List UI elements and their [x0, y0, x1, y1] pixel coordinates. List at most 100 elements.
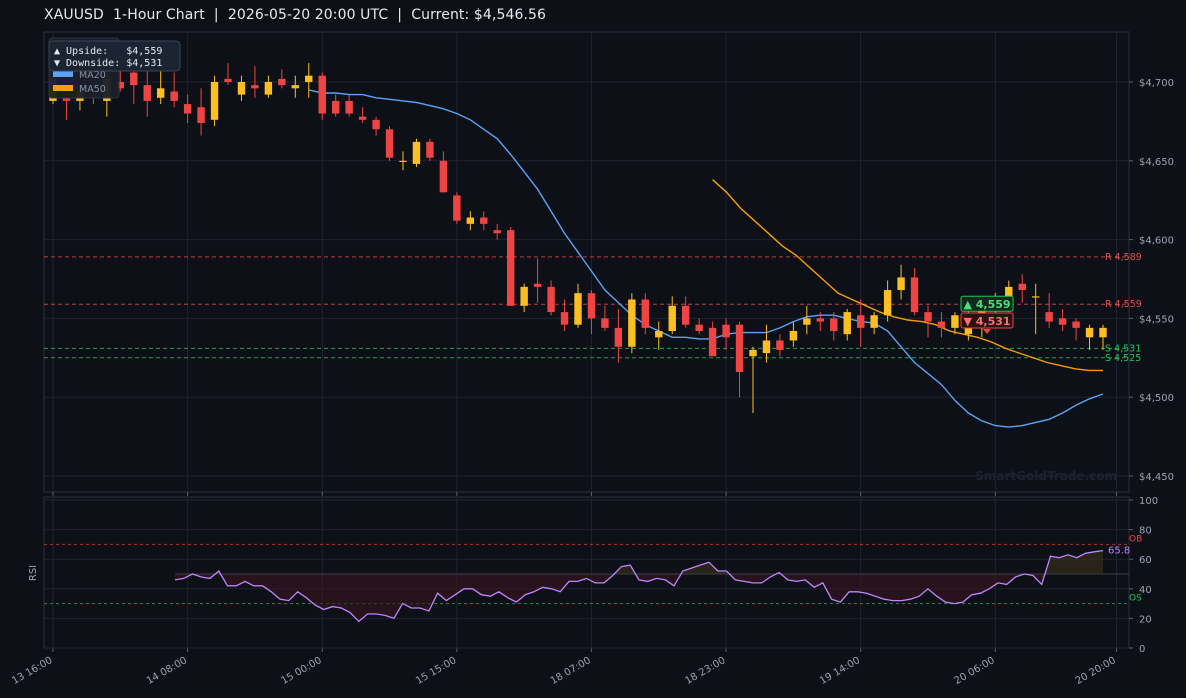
current-up-tag-text: ▲ 4,559: [963, 298, 1010, 311]
rsi-fill-below: [297, 574, 307, 598]
candle-down: [856, 315, 865, 328]
x-tick-label: 13 16:00: [10, 655, 54, 687]
candle-down: [439, 160, 448, 193]
candle-down: [1058, 318, 1067, 325]
candle-down: [910, 277, 919, 313]
candle-up: [1005, 286, 1013, 297]
rsi-fill-below: [236, 574, 246, 586]
candle-up: [870, 315, 878, 328]
rsi-fill-above: [691, 565, 701, 574]
price-y-tick-label: $4,450: [1139, 472, 1174, 483]
rsi-fill-below: [884, 574, 893, 601]
candle-down: [601, 318, 609, 328]
rsi-panel-frame: [43, 496, 1130, 649]
candle-up: [412, 141, 421, 164]
info-box-frame: [48, 40, 181, 72]
rsi-fill-below: [306, 574, 316, 606]
candle-down: [641, 299, 650, 328]
current-up-tag: ▲ 4,559: [960, 295, 1014, 312]
candle-down: [62, 97, 71, 101]
candle-down: [358, 116, 367, 120]
candle-down: [1045, 312, 1053, 322]
rsi-panel: 13 16:00 14 08:00 15 00:00 15 15:00 18 07:00…: [10, 496, 1158, 687]
rsi-fill-below: [945, 574, 955, 604]
candle-down: [735, 324, 744, 372]
rsi-fill-below: [919, 574, 928, 597]
rsi-fill-above: [1059, 554, 1068, 574]
rsi-fill-above: [1067, 554, 1077, 574]
rsi-fill-below: [752, 574, 762, 583]
rsi-fill-below: [875, 574, 885, 600]
candle-up: [210, 82, 219, 120]
rsi-fill-below: [402, 574, 412, 609]
candle-down: [318, 75, 326, 114]
candle-up: [520, 286, 528, 306]
rsi-fill-below: [927, 574, 937, 597]
rsi-fill-below: [498, 574, 508, 598]
rsi-y-tick-label: 100: [1139, 496, 1158, 507]
price-panel-frame: [43, 31, 1130, 493]
rsi-fill-below: [787, 574, 797, 582]
candle-down: [116, 82, 125, 89]
rsi-axis-label: RSI: [28, 565, 39, 581]
candle-up: [156, 88, 165, 98]
rsi-fill-below: [376, 574, 386, 616]
rsi-fill-below: [551, 574, 561, 592]
current-up-tag-box: [960, 295, 1014, 312]
rsi-fill-below: [332, 574, 342, 609]
rsi-fill-below: [533, 574, 543, 592]
candle-up: [466, 217, 475, 224]
candle-up: [897, 277, 905, 291]
rsi-fill-below: [481, 574, 491, 597]
x-tick-label: 19 14:00: [818, 655, 862, 687]
candle-down: [924, 312, 932, 322]
candle-down: [372, 119, 380, 130]
rsi-fill-below: [385, 574, 394, 619]
rsi-fill-below: [665, 574, 675, 586]
candle-down: [331, 100, 340, 114]
candle-down: [170, 91, 178, 101]
rsi-y-tick-label: 40: [1139, 585, 1152, 596]
rsi-fill-above: [1094, 550, 1103, 574]
current-down-tag-box: [960, 312, 1014, 329]
candle-down: [722, 324, 730, 338]
rsi-fill-below: [568, 574, 578, 582]
candle-down: [197, 107, 205, 123]
rsi-fill-below: [542, 574, 552, 589]
candle-down: [776, 340, 784, 350]
rsi-fill-below: [411, 574, 421, 609]
candle-up: [1099, 327, 1107, 338]
candle-down: [681, 305, 690, 325]
support-level-label: S 4,531: [1105, 343, 1141, 354]
rsi-fill-below: [358, 574, 368, 622]
candle-down: [506, 230, 515, 306]
rsi-fill-below: [341, 574, 351, 613]
rsi-fill-above: [682, 568, 692, 574]
rsi-fill-below: [857, 574, 867, 594]
x-tick-label: 15 15:00: [414, 655, 458, 687]
rsi-fill-below: [245, 574, 254, 586]
candle-down: [345, 100, 353, 114]
rsi-fill-below: [367, 574, 377, 614]
rsi-fill-below: [639, 574, 648, 582]
ma50-line: [712, 179, 1103, 372]
rsi-fill-below: [201, 574, 211, 579]
current-down-tag-arrow: [983, 328, 991, 334]
rsi-fill-below: [595, 574, 604, 583]
info-box: ▲ Upside: $4,559▼ Downside: $4,531: [48, 40, 181, 72]
candle-up: [803, 318, 811, 325]
rsi-fill-below: [989, 574, 998, 589]
candle-up: [1085, 327, 1094, 338]
rsi-fill-below: [227, 574, 237, 586]
info-upside-text: ▲ Upside: $4,559: [54, 46, 162, 57]
rsi-fill-below: [428, 574, 438, 611]
rsi-fill-below: [315, 574, 324, 610]
rsi-fill-above: [700, 562, 710, 574]
rsi-fill-below: [954, 574, 963, 604]
candle-up: [264, 82, 273, 95]
rsi-y-tick-label: 80: [1139, 526, 1152, 537]
x-tick-label: 20 20:00: [1074, 655, 1118, 687]
candle-down: [587, 293, 596, 319]
rsi-ob-label: OB: [1129, 534, 1142, 544]
candle-down: [143, 85, 151, 101]
